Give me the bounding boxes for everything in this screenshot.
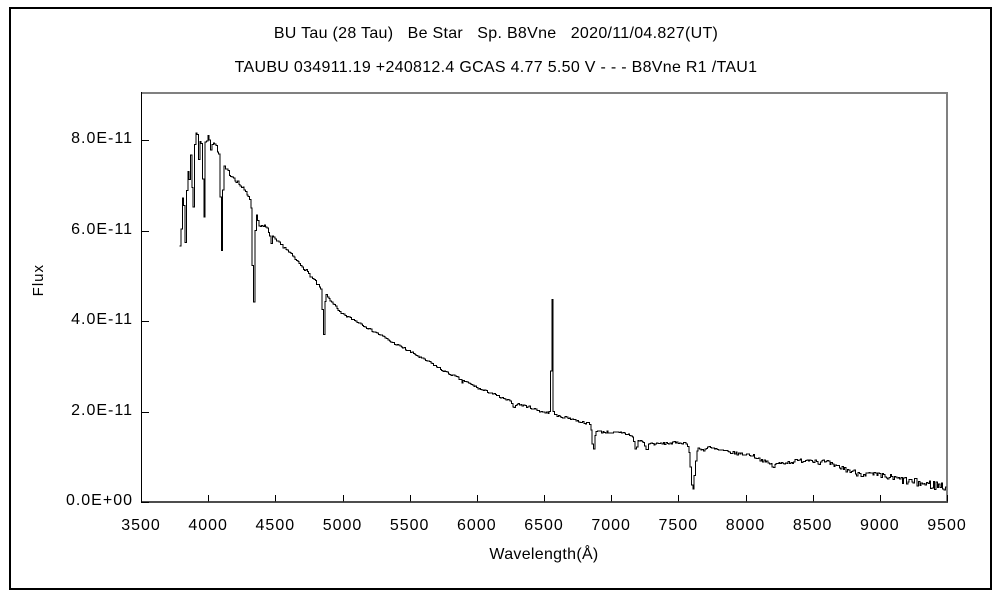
x-tick-label: 6000 <box>457 517 497 534</box>
y-axis-title: Flux <box>30 264 47 297</box>
x-tick-label: 4000 <box>188 517 228 534</box>
x-tick-label: 9000 <box>860 517 900 534</box>
y-tick-label: 2.0E-11 <box>71 401 133 419</box>
x-tick-label: 5000 <box>322 517 363 534</box>
y-tick-label: 8.0E-11 <box>71 130 133 148</box>
x-tick-label: 8500 <box>792 517 833 534</box>
x-tick-label: 9500 <box>927 517 967 534</box>
x-axis-title: Wavelength(Å) <box>489 546 599 563</box>
x-tick-label: 8000 <box>725 517 766 534</box>
chart-title-line2: TAUBU 034911.19 +240812.4 GCAS 4.77 5.50… <box>234 59 758 76</box>
chart-title-line1: BU Tau (28 Tau) Be Star Sp. B8Vne 2020/1… <box>273 25 719 42</box>
chart-frame <box>9 7 992 590</box>
x-tick-label: 5500 <box>389 517 430 534</box>
spectrum-trace <box>179 132 947 491</box>
x-tick-label: 7000 <box>591 517 631 534</box>
x-tick-label: 6500 <box>524 517 564 534</box>
y-tick-label: 6.0E-11 <box>71 220 133 238</box>
x-tick-label: 3500 <box>121 517 161 534</box>
x-tick-label: 4500 <box>255 517 296 534</box>
x-tick-label: 7500 <box>658 517 699 534</box>
y-tick-label: 0.0E+00 <box>65 492 133 509</box>
spectrum-plot <box>141 92 948 503</box>
y-tick-label: 4.0E-11 <box>71 311 133 329</box>
